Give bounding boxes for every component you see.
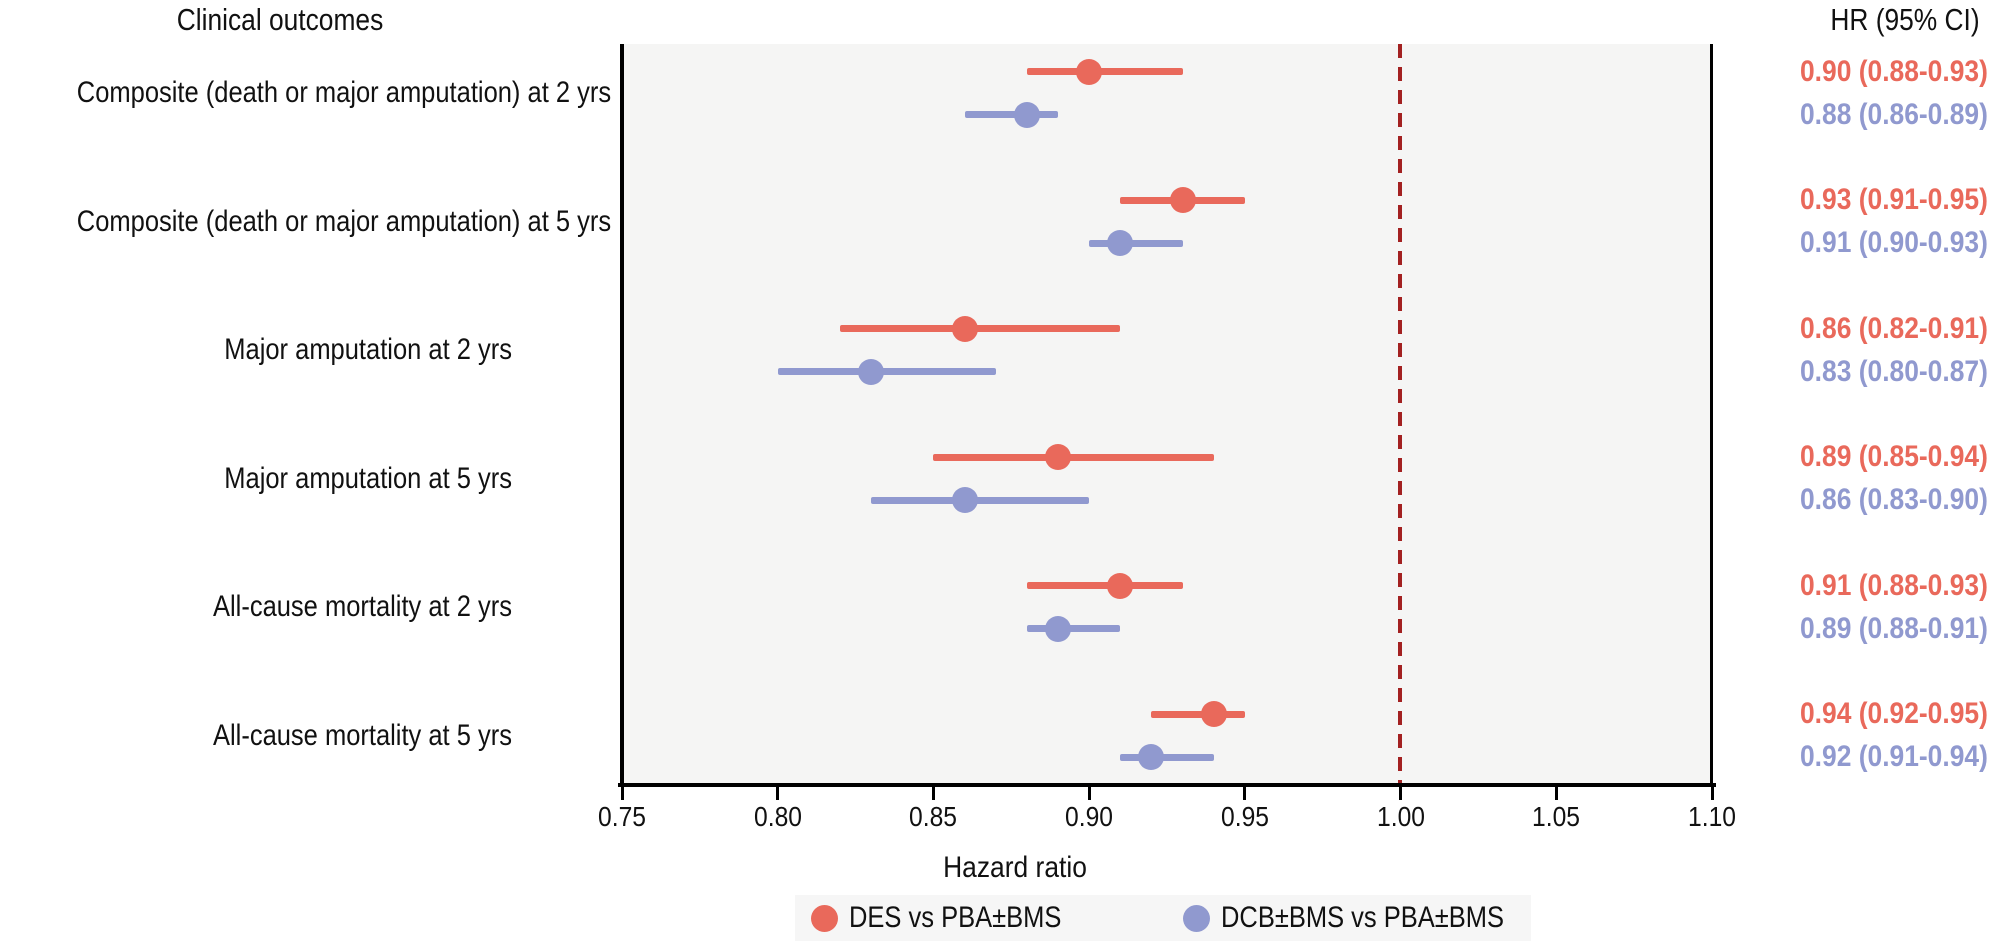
x-tick-label: 1.05 bbox=[1532, 801, 1581, 832]
ci-line-des bbox=[1026, 68, 1183, 75]
x-tick-mark bbox=[931, 787, 935, 800]
plot-area bbox=[620, 44, 1713, 785]
x-tick-label: 0.80 bbox=[753, 801, 802, 832]
x-tick-label: 1.10 bbox=[1688, 801, 1736, 832]
hr-value-dcb: 0.86 (0.83-0.90) bbox=[1800, 483, 1988, 516]
hr-value-des: 0.89 (0.85-0.94) bbox=[1800, 440, 1988, 473]
hr-value-des: 0.91 (0.88-0.93) bbox=[1800, 568, 1988, 602]
legend-item-des: DES vs PBA±BMS bbox=[811, 901, 1099, 935]
point-estimate-dot-dcb bbox=[951, 487, 978, 513]
point-estimate-dot-dcb bbox=[1013, 101, 1040, 128]
hr-value-dcb: 0.92 (0.91-0.94) bbox=[1800, 740, 1988, 773]
outcome-label: Major amputation at 5 yrs bbox=[224, 461, 512, 495]
ci-line-dcb bbox=[777, 368, 996, 375]
x-tick-label: 1.00 bbox=[1376, 801, 1425, 832]
point-estimate-dot-des bbox=[1200, 701, 1227, 727]
hr-value-dcb: 0.89 (0.88-0.91) bbox=[1800, 611, 1988, 645]
x-axis-line bbox=[618, 783, 1716, 787]
outcome-label: Composite (death or major amputation) at… bbox=[76, 204, 612, 238]
x-tick-label: 0.90 bbox=[1065, 801, 1114, 832]
point-estimate-dot-dcb bbox=[858, 358, 885, 385]
legend-item-dcb: DCB±BMS vs PBA±BMS bbox=[1182, 901, 1554, 935]
reference-line-hr-1 bbox=[1398, 44, 1402, 783]
point-estimate-dot-dcb bbox=[1107, 230, 1134, 256]
x-tick-mark bbox=[1399, 787, 1403, 800]
x-tick-mark bbox=[1554, 787, 1558, 800]
ci-line-des bbox=[1026, 582, 1183, 589]
hr-value-des: 0.94 (0.92-0.95) bbox=[1800, 697, 1988, 730]
x-axis-title: Hazard ratio bbox=[943, 851, 1087, 884]
legend: DES vs PBA±BMS DCB±BMS vs PBA±BMS bbox=[795, 895, 1531, 941]
x-tick-mark bbox=[1243, 787, 1247, 800]
point-estimate-dot-dcb bbox=[1045, 615, 1071, 642]
ci-line-dcb bbox=[1089, 239, 1183, 247]
x-tick-mark bbox=[1087, 787, 1091, 800]
ci-line-dcb bbox=[871, 496, 1090, 504]
legend-dot-des bbox=[811, 904, 838, 932]
x-tick-mark bbox=[620, 787, 624, 800]
ci-line-dcb bbox=[1026, 625, 1121, 632]
ci-line-dcb bbox=[964, 111, 1058, 118]
legend-label: DCB±BMS vs PBA±BMS bbox=[1220, 901, 1504, 934]
outcome-label: Composite (death or major amputation) at… bbox=[76, 76, 612, 109]
hr-value-des: 0.93 (0.91-0.95) bbox=[1800, 183, 1988, 216]
ci-line-des bbox=[840, 325, 1121, 332]
x-tick-label: 0.75 bbox=[598, 801, 646, 832]
point-estimate-dot-des bbox=[951, 315, 978, 342]
hr-value-dcb: 0.88 (0.86-0.89) bbox=[1800, 97, 1988, 131]
x-tick-label: 0.95 bbox=[1220, 801, 1269, 832]
hr-value-des: 0.90 (0.88-0.93) bbox=[1800, 54, 1988, 88]
point-estimate-dot-des bbox=[1169, 187, 1196, 213]
hr-value-des: 0.86 (0.82-0.91) bbox=[1800, 311, 1988, 345]
outcome-label: All-cause mortality at 5 yrs bbox=[212, 718, 512, 752]
point-estimate-dot-des bbox=[1076, 58, 1103, 85]
legend-dot-dcb bbox=[1182, 904, 1210, 932]
outcome-label: Major amputation at 2 yrs bbox=[224, 333, 512, 366]
ci-line-des bbox=[1151, 710, 1245, 718]
hr-value-dcb: 0.83 (0.80-0.87) bbox=[1800, 354, 1988, 388]
legend-label: DES vs PBA±BMS bbox=[849, 901, 1062, 934]
point-estimate-dot-des bbox=[1107, 572, 1134, 599]
ci-line-dcb bbox=[1120, 753, 1214, 761]
x-tick-mark bbox=[776, 787, 780, 800]
hr-value-dcb: 0.91 (0.90-0.93) bbox=[1800, 226, 1988, 259]
x-tick-label: 0.85 bbox=[909, 801, 958, 832]
hr-ci-column-title: HR (95% CI) bbox=[1830, 2, 1980, 37]
point-estimate-dot-des bbox=[1045, 444, 1071, 470]
clinical-outcomes-title: Clinical outcomes bbox=[176, 2, 384, 37]
point-estimate-dot-dcb bbox=[1138, 744, 1165, 770]
ci-line-des bbox=[933, 453, 1214, 461]
outcome-label: All-cause mortality at 2 yrs bbox=[212, 590, 512, 623]
x-tick-mark bbox=[1710, 787, 1714, 800]
